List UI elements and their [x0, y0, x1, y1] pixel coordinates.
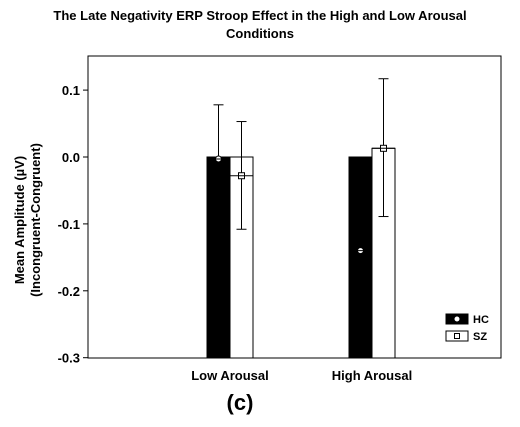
panel-label: (c) — [227, 390, 254, 415]
bar-hc-0 — [206, 156, 231, 359]
plot-frame — [87, 55, 502, 359]
legend: HC SZ — [445, 313, 489, 343]
y-ticks: 0.1 0.0 -0.1 -0.2 -0.3 — [58, 83, 88, 366]
category-label-high-arousal: High Arousal — [332, 368, 412, 383]
y-tick-label: 0.1 — [62, 83, 80, 98]
category-label-low-arousal: Low Arousal — [191, 368, 269, 383]
legend-marker-sz — [454, 333, 460, 339]
chart-title-line2: Conditions — [226, 26, 294, 41]
bars — [206, 78, 396, 359]
chart-title-line1: The Late Negativity ERP Stroop Effect in… — [53, 8, 466, 23]
legend-label-sz: SZ — [473, 331, 487, 343]
y-tick-label: 0.0 — [62, 150, 80, 165]
y-tick-label: -0.2 — [58, 284, 80, 299]
legend-marker-hc — [454, 316, 460, 322]
legend-label-hc: HC — [473, 314, 489, 326]
y-tick-label: -0.3 — [58, 351, 80, 366]
y-axis-label-line1: Mean Amplitude (µV) — [12, 156, 27, 284]
y-axis-label-line2: (Incongruent-Congruent) — [28, 143, 43, 297]
y-tick-label: -0.1 — [58, 217, 80, 232]
